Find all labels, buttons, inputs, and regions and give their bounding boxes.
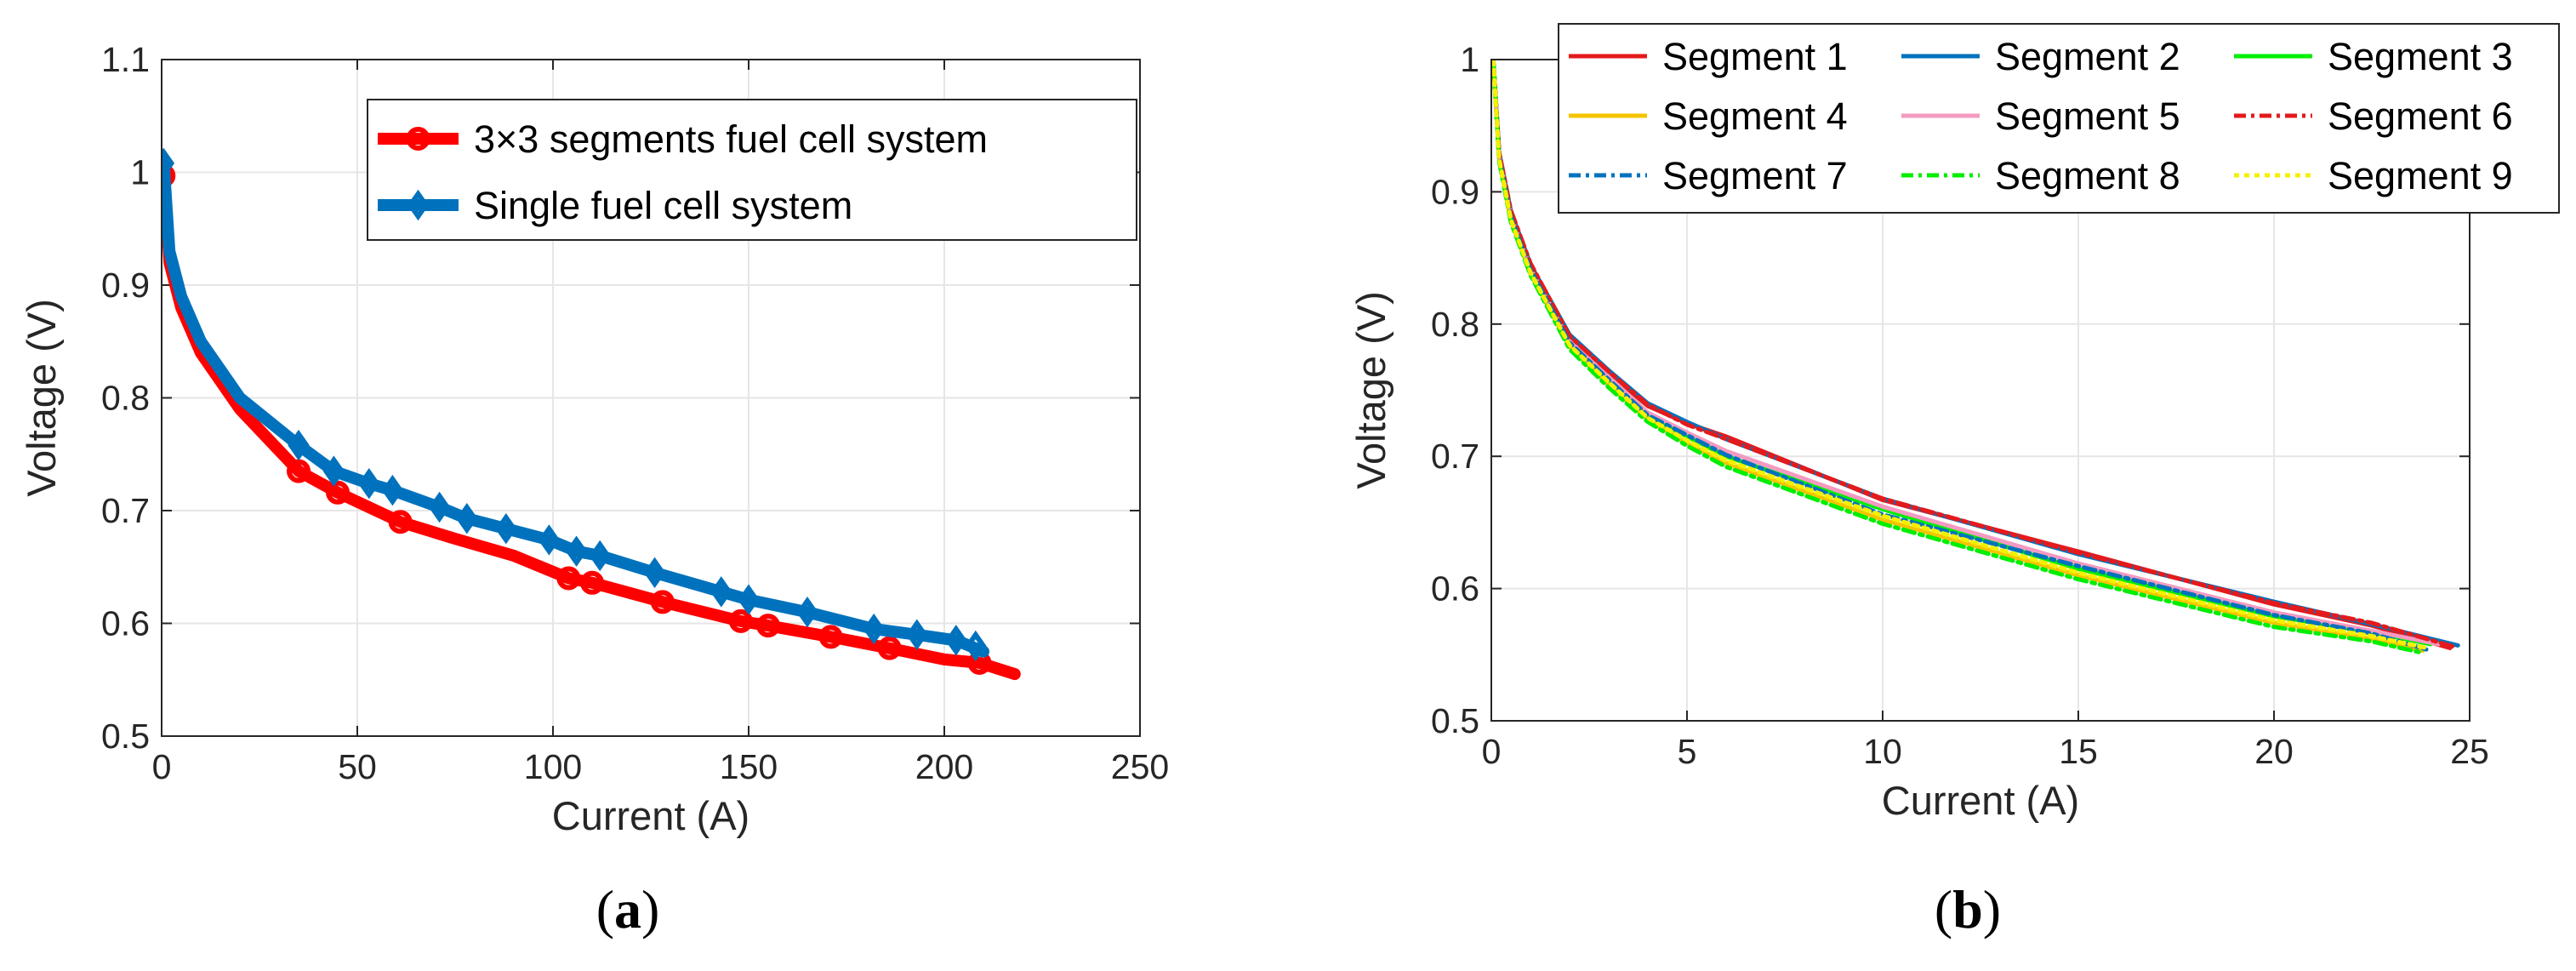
series-line-9 xyxy=(1491,60,2429,650)
y-axis-label: Voltage (V) xyxy=(19,299,64,497)
x-tick-label: 200 xyxy=(915,747,973,786)
data-point-marker xyxy=(965,630,987,662)
legend: 3×3 segments fuel cell system Single fuel… xyxy=(367,99,1137,241)
legend-label-9: Segment 9 xyxy=(2328,154,2513,197)
x-tick-label: 5 xyxy=(1678,732,1697,771)
y-tick-label: 0.5 xyxy=(101,717,150,756)
y-tick-label: 0.6 xyxy=(101,604,150,643)
x-tick-label: 50 xyxy=(338,747,377,786)
data-point-marker xyxy=(906,619,928,650)
x-axis-label: Current (A) xyxy=(1882,778,2079,823)
data-point-marker xyxy=(738,584,760,615)
panel-caption: (b) xyxy=(1935,879,2001,940)
data-point-marker xyxy=(796,597,818,628)
data-point-marker xyxy=(877,636,902,660)
data-point-marker xyxy=(710,576,732,608)
legend-label-8: Segment 8 xyxy=(1995,154,2180,197)
data-point-marker xyxy=(388,510,413,534)
chart-panel-a: 0 50 100 150 200 250 0.5 0.6 0.7 0.8 0.9 1 1.1 Curren… xyxy=(19,40,1169,940)
y-tick-label: 0.7 xyxy=(101,491,150,530)
y-tick-label: 0.8 xyxy=(1431,305,1479,344)
y-axis-label: Voltage (V) xyxy=(1348,291,1393,489)
x-tick-label: 0 xyxy=(152,747,172,786)
data-point-marker xyxy=(428,491,451,523)
series-line-2 xyxy=(162,155,989,658)
legend-label-1: Segment 1 xyxy=(1662,35,1848,78)
data-point-marker xyxy=(358,467,380,500)
legend-label-1: 3×3 segments fuel cell system xyxy=(474,117,988,161)
x-tick-label: 10 xyxy=(1863,732,1902,771)
y-tick-label: 0.6 xyxy=(1431,569,1479,608)
data-point-marker xyxy=(381,474,404,506)
data-point-marker xyxy=(643,557,666,589)
data-point-marker xyxy=(322,455,345,487)
legend-label-5: Segment 5 xyxy=(1995,94,2180,138)
x-tick-label: 15 xyxy=(2059,732,2098,771)
data-point-marker xyxy=(456,503,478,534)
series-group xyxy=(1491,60,2460,654)
y-tick-label: 0.8 xyxy=(101,379,150,418)
y-tick-label: 1 xyxy=(1460,40,1479,79)
x-tick-label: 150 xyxy=(720,747,778,786)
series-group xyxy=(162,147,1021,681)
data-point-marker xyxy=(818,625,843,649)
y-tick-label: 0.5 xyxy=(1431,701,1479,740)
data-point-marker xyxy=(863,613,885,645)
data-point-marker xyxy=(756,614,780,638)
axes-box xyxy=(161,59,1141,737)
x-axis-label: Current (A) xyxy=(552,793,749,838)
series-line-6 xyxy=(1491,60,2457,649)
panel-caption: (a) xyxy=(596,879,660,940)
legend-marker xyxy=(406,127,430,151)
legend-box xyxy=(1558,23,2560,214)
legend-label-7: Segment 7 xyxy=(1662,154,1848,197)
data-point-marker xyxy=(556,566,581,591)
legend-marker xyxy=(407,189,430,221)
legend-label-2: Segment 2 xyxy=(1995,35,2180,78)
x-tick-label: 250 xyxy=(1111,747,1169,786)
data-point-marker xyxy=(495,512,517,545)
data-point-marker xyxy=(580,570,604,595)
data-point-marker xyxy=(650,590,675,614)
x-tick-label: 20 xyxy=(2254,732,2294,771)
legend: Segment 1 Segment 2 Segment 3 Segment 4 Segm… xyxy=(1558,23,2560,214)
data-point-marker xyxy=(162,147,175,180)
y-tick-label: 1.1 xyxy=(101,40,150,79)
data-point-marker xyxy=(326,480,350,505)
x-tick-label: 0 xyxy=(1482,732,1502,771)
data-point-marker xyxy=(565,535,588,567)
chart-panel-b: 0 5 10 15 20 25 0.5 0.6 0.7 0.8 0.9 1 Current (A) Vol… xyxy=(1348,23,2560,940)
y-tick-label: 0.7 xyxy=(1431,437,1479,476)
data-point-marker xyxy=(287,459,311,483)
legend-label-6: Segment 6 xyxy=(2328,94,2513,138)
legend-label-3: Segment 3 xyxy=(2328,35,2513,78)
y-tick-label: 0.9 xyxy=(1431,172,1479,211)
legend-box xyxy=(367,99,1137,241)
data-point-marker xyxy=(728,608,753,633)
y-tick-label: 0.9 xyxy=(101,266,150,305)
data-point-marker xyxy=(538,524,561,556)
x-tick-label: 25 xyxy=(2450,732,2489,771)
data-point-marker xyxy=(288,429,310,461)
legend-label-2: Single fuel cell system xyxy=(474,184,852,227)
legend-label-4: Segment 4 xyxy=(1662,94,1848,138)
data-point-marker xyxy=(589,540,611,572)
y-tick-label: 1 xyxy=(130,153,150,192)
data-point-marker xyxy=(945,625,967,656)
x-tick-label: 100 xyxy=(524,747,582,786)
